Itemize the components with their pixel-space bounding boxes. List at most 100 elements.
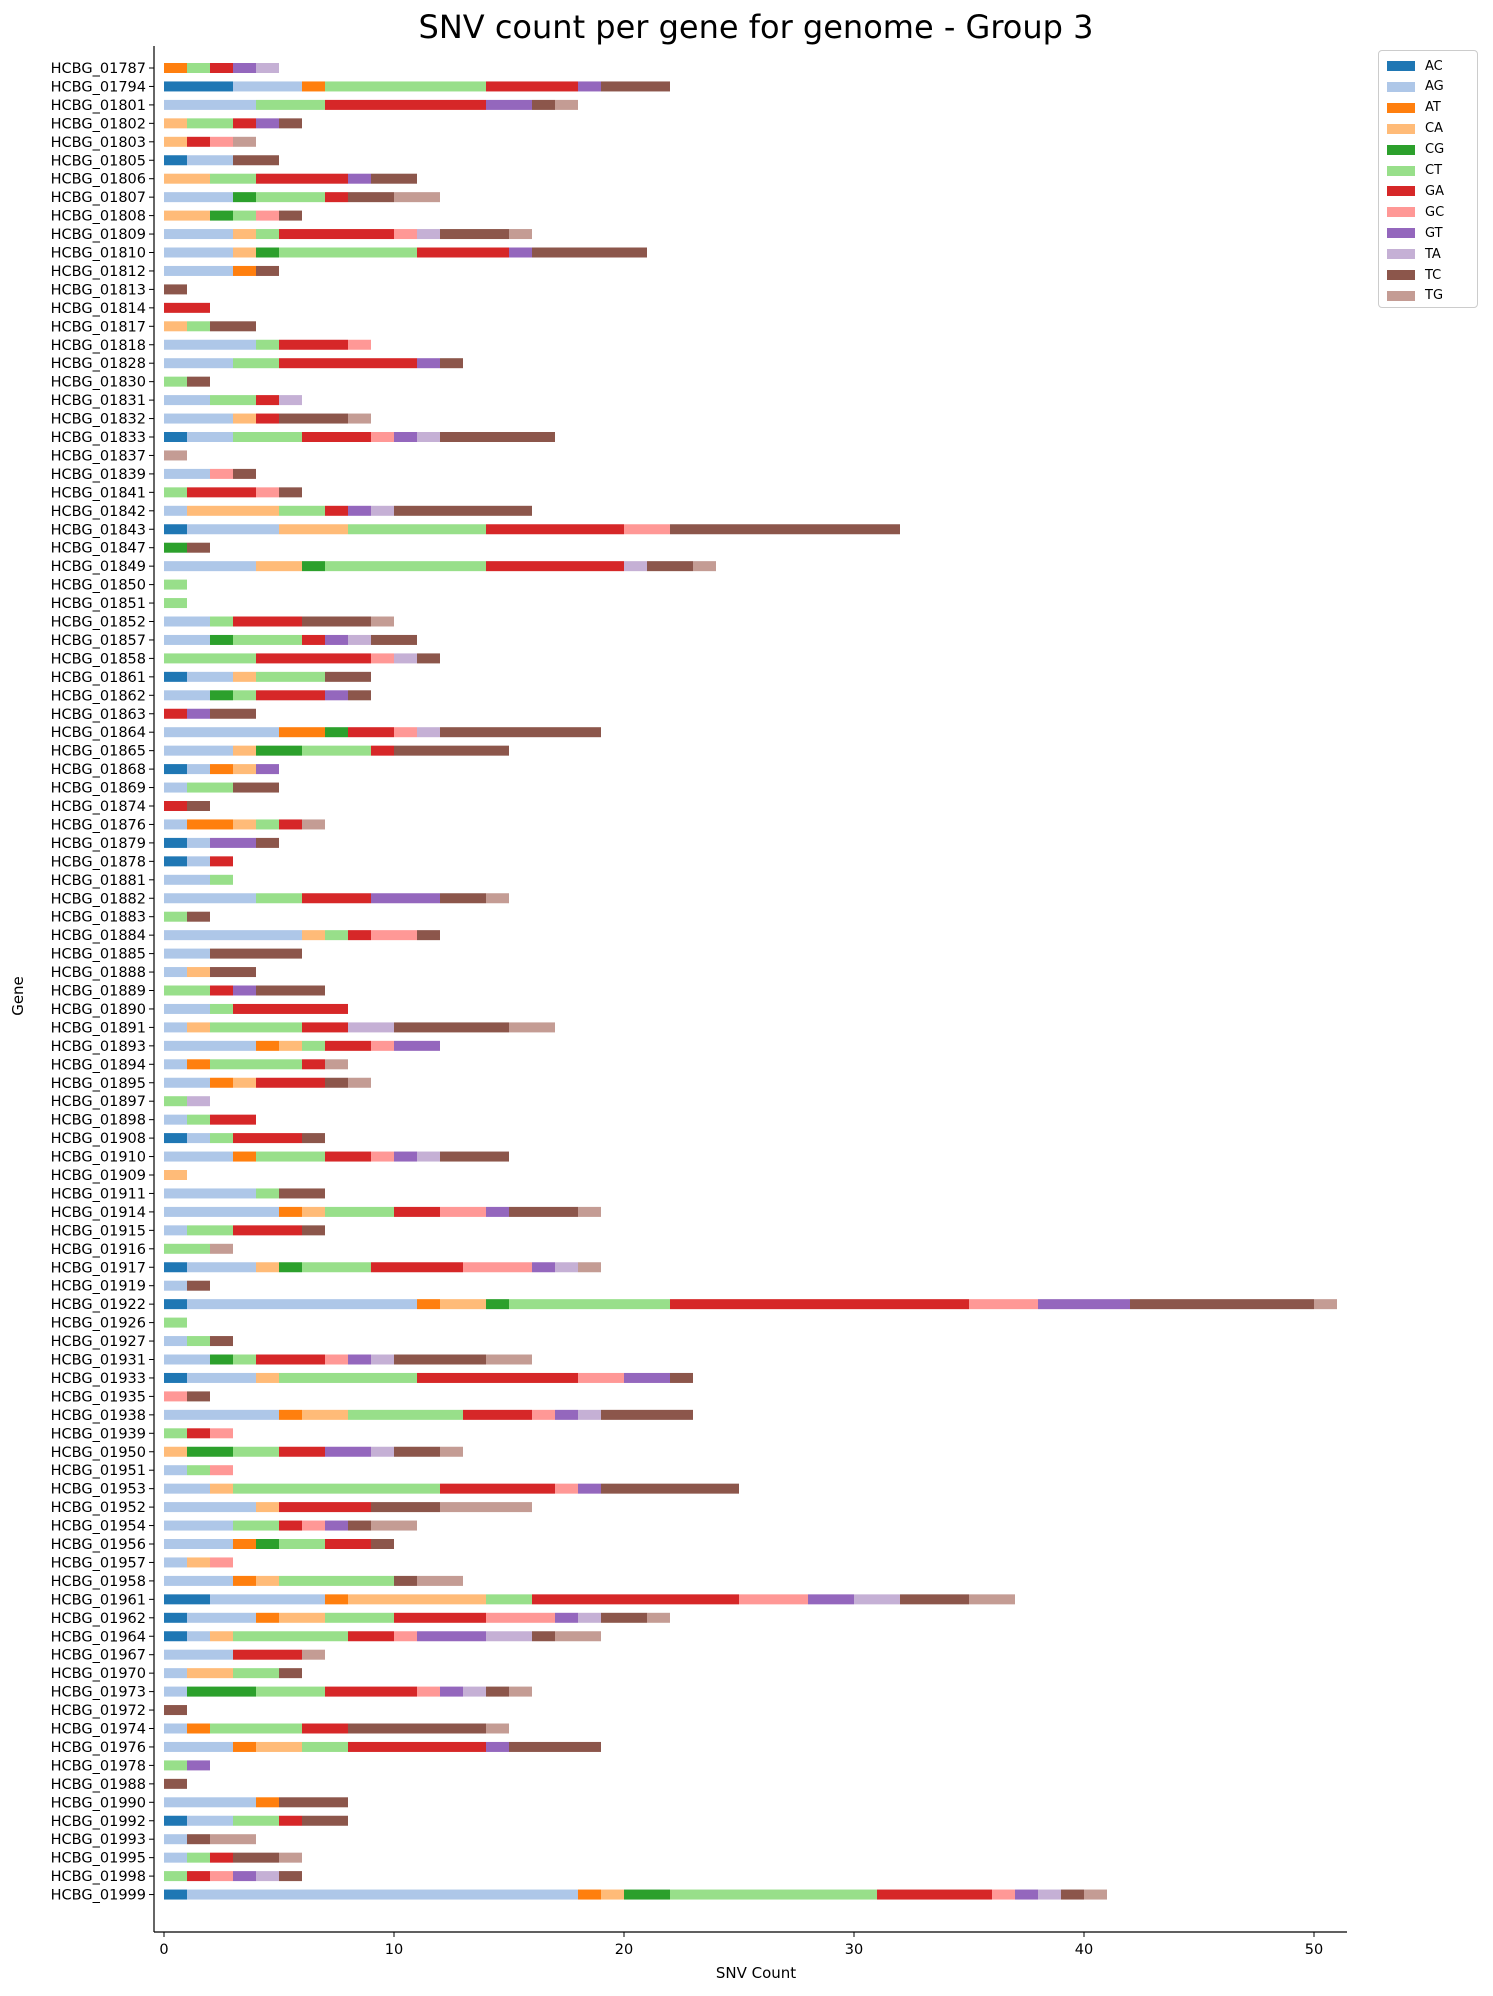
bar-segment-ag: [164, 413, 233, 424]
bar-segment-ag: [164, 229, 233, 240]
bar-segment-ga: [256, 1354, 325, 1365]
bar-segment-ac: [164, 1631, 187, 1642]
bar-segment-ag: [164, 1502, 256, 1513]
bar-segment-ct: [164, 1428, 187, 1439]
legend-label: AG: [1425, 79, 1444, 95]
bar-segment-ct: [187, 1336, 210, 1347]
bar-segment-ct: [210, 395, 256, 406]
bar-segment-tg: [440, 1446, 463, 1457]
bar-segment-ag: [187, 764, 210, 775]
bar-segment-tc: [1130, 1299, 1314, 1310]
bar-segment-ct: [233, 1483, 440, 1494]
bar-segment-ga: [486, 81, 578, 92]
bar-segment-tg: [440, 1502, 532, 1513]
bar-segment-tc: [601, 1483, 739, 1494]
bar-segment-ga: [325, 1539, 371, 1549]
bar-segment-ga: [187, 1428, 210, 1439]
legend-item-ga: GA: [1387, 182, 1444, 200]
legend-swatch: [1387, 270, 1415, 280]
bar-segment-tc: [210, 321, 256, 332]
bar-segment-ac: [164, 1612, 187, 1623]
bar-segment-cg: [256, 247, 279, 258]
y-tick-label: HCBG_01931: [51, 1353, 146, 1369]
bar-segment-gt: [486, 1741, 509, 1752]
y-tick-label: HCBG_01802: [51, 116, 146, 132]
y-tick-label: HCBG_01998: [51, 1869, 146, 1885]
bar-segment-gc: [486, 1612, 555, 1623]
bar-segment-tg: [486, 893, 509, 904]
bar-segment-ga: [325, 1040, 371, 1051]
bar-segment-at: [187, 819, 233, 830]
bar-segment-cg: [210, 634, 233, 645]
bar-segment-gt: [325, 1446, 371, 1457]
bar-segment-ag: [164, 616, 210, 627]
bar-segment-cg: [210, 210, 233, 221]
bar-segment-tc: [532, 247, 647, 258]
bar-segment-ct: [325, 81, 486, 92]
bar-segment-cg: [187, 1446, 233, 1457]
bar-segment-ta: [555, 1262, 578, 1273]
bar-segment-ga: [164, 801, 187, 811]
bar-segment-ga: [233, 1003, 348, 1014]
bar-segment-ga: [279, 1446, 325, 1457]
bar-segment-tc: [394, 1575, 417, 1586]
bar-segment-ga: [302, 432, 371, 442]
bar-segment-ca: [279, 524, 348, 535]
bar-segment-ca: [601, 1889, 624, 1900]
bar-segment-tc: [1061, 1889, 1084, 1900]
bar-segment-ga: [233, 1649, 302, 1660]
y-tick-label: HCBG_01882: [51, 891, 146, 907]
legend-item-tc: TC: [1387, 266, 1441, 284]
bar-segment-at: [233, 1539, 256, 1549]
bar-segment-ta: [1038, 1889, 1061, 1900]
bar-segment-ca: [233, 764, 256, 775]
bar-segment-ga: [486, 561, 624, 572]
bar-segment-tc: [601, 1409, 693, 1420]
bar-segment-ag: [187, 837, 210, 848]
bar-segment-at: [210, 764, 233, 775]
bar-segment-ag: [187, 1133, 210, 1144]
y-tick-label: HCBG_01803: [51, 135, 146, 151]
bar-segment-ga: [371, 745, 394, 756]
bar-segment-tc: [210, 948, 302, 959]
legend-label: AC: [1425, 58, 1443, 74]
bar-segment-at: [187, 1723, 210, 1734]
bar-segment-ca: [164, 321, 187, 332]
bar-segment-tg: [509, 1686, 532, 1697]
bar-segment-tc: [417, 930, 440, 941]
bar-segment-gc: [532, 1409, 555, 1420]
bar-segment-ag: [164, 99, 256, 110]
bar-segment-ct: [233, 634, 302, 645]
bar-segment-ga: [256, 173, 348, 184]
bar-segment-ag: [164, 1520, 233, 1531]
bar-segment-cg: [256, 1539, 279, 1549]
bar-segment-ac: [164, 764, 187, 775]
bar-segment-tc: [532, 99, 555, 110]
y-tick-label: HCBG_01933: [51, 1371, 146, 1387]
y-tick-label: HCBG_01992: [51, 1814, 146, 1830]
bar-segment-tc: [187, 542, 210, 553]
bar-segment-ct: [164, 579, 187, 590]
bar-segment-cg: [210, 1354, 233, 1365]
y-tick-label: HCBG_01841: [51, 485, 146, 501]
bar-segment-ca: [187, 505, 279, 516]
bar-segment-gt: [348, 173, 371, 184]
bar-segment-ag: [164, 1114, 187, 1125]
bar-segment-tc: [670, 1372, 693, 1383]
bar-segment-gt: [325, 634, 348, 645]
legend-swatch: [1387, 186, 1415, 197]
bar-segment-ac: [164, 856, 187, 867]
bar-segment-gc: [371, 653, 394, 664]
bar-segment-ct: [164, 1096, 187, 1107]
y-tick-label: HCBG_01988: [51, 1777, 146, 1793]
bar-segment-ac: [164, 1262, 187, 1273]
legend-label: TG: [1425, 288, 1444, 304]
bar-segment-tc: [187, 376, 210, 387]
bar-segment-tc: [164, 1778, 187, 1789]
bar-segment-cg: [279, 1262, 302, 1273]
bar-segment-ct: [279, 505, 325, 516]
y-tick-label: HCBG_01951: [51, 1463, 146, 1479]
bar-segment-tc: [440, 727, 601, 738]
bar-segment-tc: [348, 192, 394, 203]
